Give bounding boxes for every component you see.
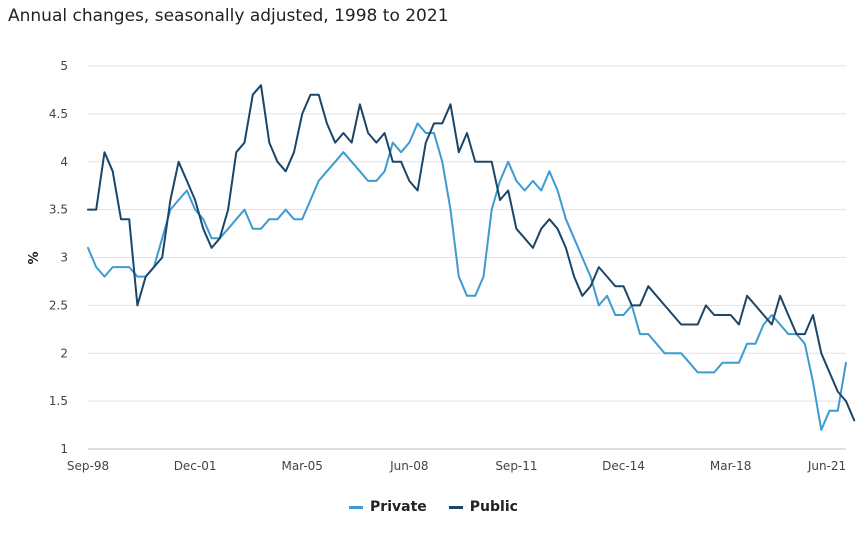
x-tick-label: Jun-21 bbox=[807, 459, 846, 473]
legend-item-public[interactable]: Public bbox=[448, 499, 518, 515]
gridlines bbox=[88, 65, 846, 402]
y-tick-label: 2.5 bbox=[49, 298, 68, 312]
legend-label-public: Public bbox=[469, 499, 518, 515]
y-tick-label: 5 bbox=[60, 59, 68, 73]
x-tick-label: Sep-11 bbox=[495, 459, 537, 473]
y-tick-label: 3 bbox=[60, 251, 68, 265]
legend: Private Public bbox=[0, 499, 867, 515]
legend-item-private[interactable]: Private bbox=[349, 499, 427, 515]
series-lines bbox=[87, 84, 856, 431]
legend-swatch-private bbox=[349, 505, 364, 509]
y-axis-ticks: 1 1.5 2 2.5 3 3.5 4 4.5 5 bbox=[49, 59, 68, 456]
x-tick-label: Mar-05 bbox=[281, 459, 322, 473]
series-line-public bbox=[87, 84, 856, 422]
y-tick-label: 4 bbox=[60, 155, 68, 169]
y-tick-label: 1 bbox=[60, 442, 68, 456]
y-axis-label: % bbox=[27, 251, 42, 264]
chart-title: Annual changes, seasonally adjusted, 199… bbox=[8, 6, 449, 26]
x-tick-label: Mar-18 bbox=[710, 459, 751, 473]
series-line-private bbox=[87, 122, 847, 431]
legend-label-private: Private bbox=[370, 499, 427, 515]
x-tick-label: Sep-98 bbox=[67, 459, 109, 473]
y-tick-label: 1.5 bbox=[49, 394, 68, 408]
x-axis-ticks: Sep-98 Dec-01 Mar-05 Jun-08 Sep-11 Dec-14 Mar-… bbox=[67, 459, 846, 473]
y-tick-label: 2 bbox=[60, 346, 68, 360]
y-tick-label: 3.5 bbox=[49, 203, 68, 217]
y-tick-label: 4.5 bbox=[49, 107, 68, 121]
x-tick-label: Dec-14 bbox=[602, 459, 645, 473]
x-tick-label: Dec-01 bbox=[174, 459, 217, 473]
x-tick-label: Jun-08 bbox=[389, 459, 428, 473]
legend-swatch-public bbox=[448, 505, 463, 509]
